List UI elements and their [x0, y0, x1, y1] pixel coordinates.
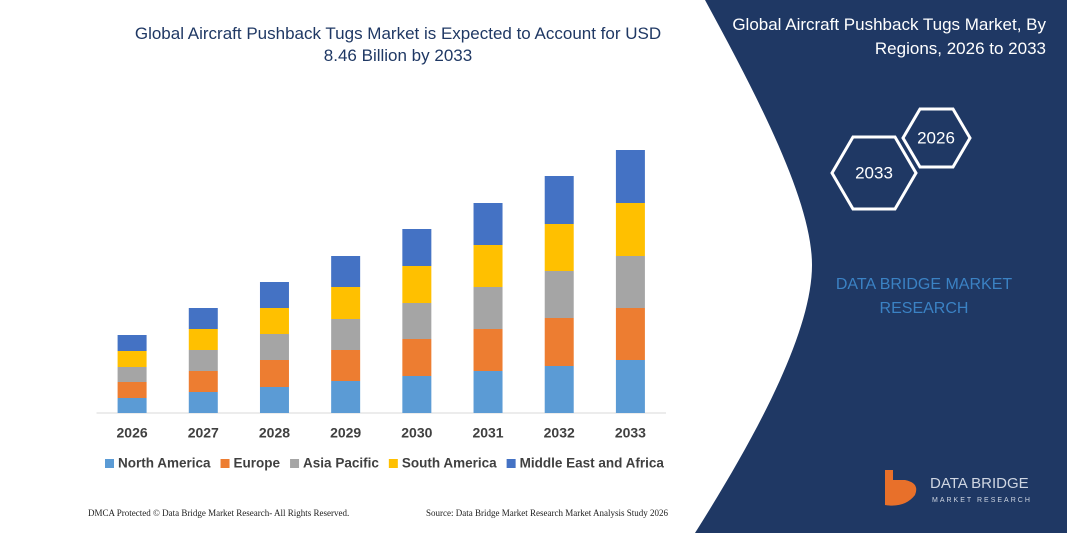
- bar-segment: [188, 308, 218, 329]
- bar-segment: [544, 366, 574, 413]
- legend-label: South America: [402, 456, 497, 471]
- legend-swatch: [105, 459, 114, 468]
- logo: DATA BRIDGE MARKET RESEARCH: [885, 470, 1032, 506]
- brand-text: DATA BRIDGE MARKET RESEARCH: [836, 276, 1013, 317]
- x-tick-label: 2031: [472, 425, 503, 441]
- bar-segment: [331, 287, 361, 319]
- bar-segment: [117, 335, 147, 351]
- panel-title: Global Aircraft Pushback Tugs Market, By…: [732, 15, 1046, 58]
- legend-label: Middle East and Africa: [520, 456, 665, 471]
- bar-segment: [615, 203, 645, 256]
- legend-label: Europe: [234, 456, 281, 471]
- footer-left: DMCA Protected © Data Bridge Market Rese…: [88, 508, 349, 518]
- side-panel: [695, 0, 1067, 533]
- bar-segment: [331, 381, 361, 413]
- bar-segment: [473, 329, 503, 371]
- legend-label: North America: [118, 456, 211, 471]
- bar-segment: [473, 203, 503, 245]
- legend-swatch: [220, 459, 230, 468]
- bar-segment: [473, 371, 503, 413]
- bar-segment: [615, 308, 645, 360]
- badge: 2026: [917, 128, 955, 147]
- legend-swatch: [506, 459, 516, 468]
- bar-segment: [402, 376, 432, 413]
- plot-area: 2026 2027 2028 2029 2030 2031 2032 2033: [96, 150, 666, 441]
- logo-tagline: MARKET RESEARCH: [932, 497, 1032, 504]
- bar-segment: [117, 351, 147, 367]
- bar-segment: [331, 256, 361, 287]
- bar-segment: [402, 266, 432, 303]
- x-tick-label: 2027: [188, 425, 219, 441]
- x-tick-label: 2029: [330, 425, 361, 441]
- x-tick-label: 2026: [117, 425, 148, 441]
- bar-segment: [331, 350, 361, 381]
- logo-mark: [885, 470, 917, 506]
- x-tick-label: 2032: [544, 425, 575, 441]
- bar-segment: [117, 367, 147, 382]
- bar-segment: [544, 271, 574, 318]
- bar-segment: [615, 256, 645, 308]
- x-tick-label: 2028: [259, 425, 290, 441]
- bar-segment: [259, 308, 289, 334]
- bar-segment: [117, 382, 147, 398]
- bar-segment: [259, 360, 289, 387]
- legend-label: Asia Pacific: [303, 456, 379, 471]
- bar-segment: [473, 287, 503, 329]
- bar-segment: [188, 329, 218, 350]
- chart-title: Global Aircraft Pushback Tugs Market is …: [135, 24, 661, 65]
- bar-segment: [402, 339, 432, 376]
- bar-segment: [259, 334, 289, 360]
- x-tick-label: 2033: [615, 425, 646, 441]
- bar-segment: [117, 398, 147, 413]
- bar-segment: [402, 229, 432, 266]
- bar-segment: [259, 387, 289, 413]
- legend-swatch: [388, 459, 398, 468]
- hexagon: [901, 107, 972, 169]
- bar-segment: [188, 371, 218, 392]
- x-tick-label: 2030: [401, 425, 432, 441]
- bar-segment: [473, 245, 503, 287]
- logo-name: DATA BRIDGE: [930, 475, 1029, 492]
- bar-segment: [615, 150, 645, 203]
- bar-segment: [544, 176, 574, 224]
- bar-segment: [331, 319, 361, 350]
- bar-segment: [615, 360, 645, 413]
- bar-segment: [402, 303, 432, 339]
- bar-segment: [544, 318, 574, 366]
- bar-segment: [259, 282, 289, 308]
- hexagon: [830, 135, 918, 211]
- bar-segment: [544, 224, 574, 271]
- legend-swatch: [290, 459, 300, 468]
- bar-segment: [188, 350, 218, 371]
- bar-segment: [188, 392, 218, 413]
- legend: North America Europe Asia Pacific South Ame…: [105, 456, 664, 471]
- badge: 2033: [855, 163, 893, 182]
- footer-right: Source: Data Bridge Market Research Mark…: [426, 508, 668, 518]
